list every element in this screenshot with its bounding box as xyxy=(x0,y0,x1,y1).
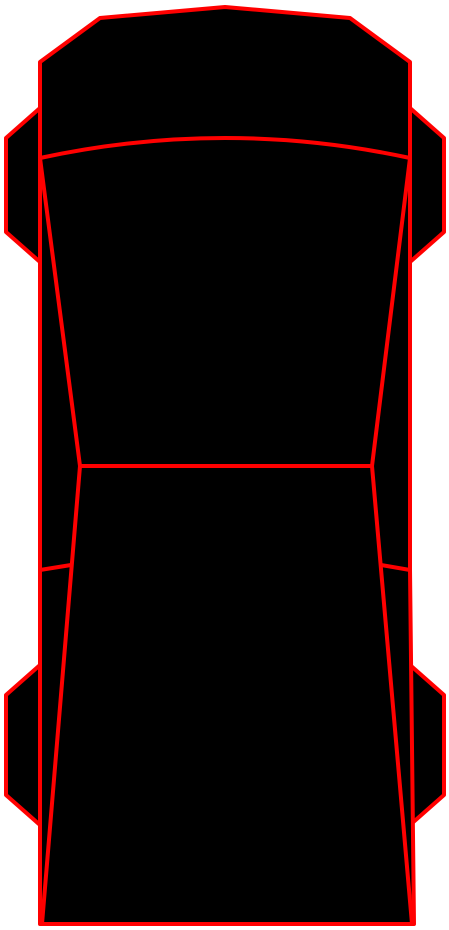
pillar-left-rear xyxy=(40,464,82,926)
hood-line xyxy=(38,136,412,160)
wheel-front-left xyxy=(4,106,42,264)
wheel-rear-left xyxy=(4,663,42,827)
door-seam-right xyxy=(379,563,412,572)
wheel-rear-right xyxy=(408,663,446,827)
door-seam-left xyxy=(38,563,73,572)
pillar-right-rear xyxy=(370,464,414,926)
pillar-left-front xyxy=(38,156,82,468)
pillar-right-front xyxy=(370,156,412,468)
wheel-front-right xyxy=(408,106,446,264)
